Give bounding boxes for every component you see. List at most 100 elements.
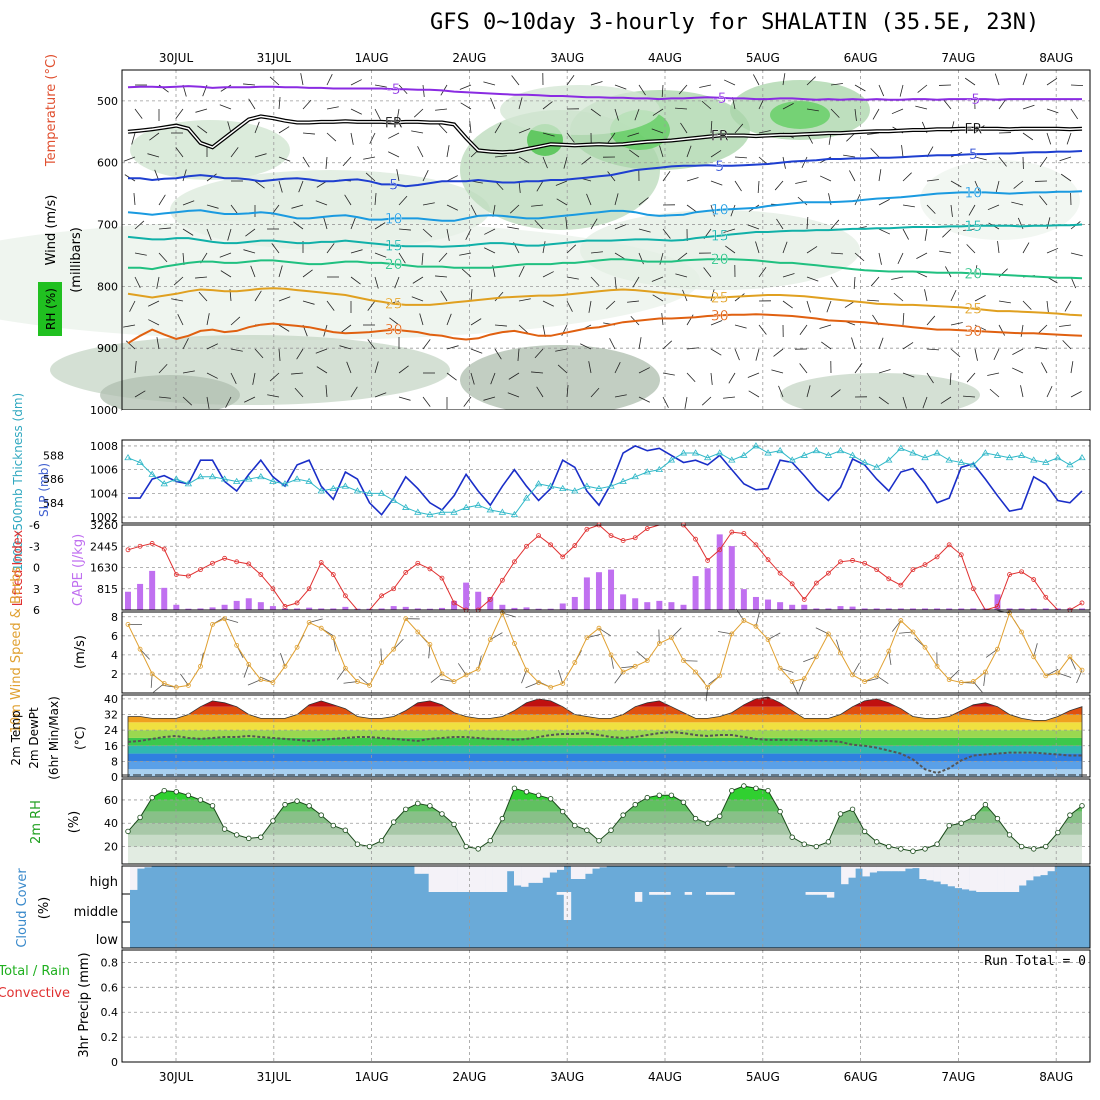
- rh-marker: [318, 812, 324, 818]
- wind-barb: [1022, 73, 1028, 86]
- lifted-index-marker: [620, 538, 626, 543]
- wind-barb: [490, 97, 496, 110]
- isotherm-label: FR: [964, 122, 982, 138]
- wind-barb: [1011, 201, 1024, 206]
- cape-bar: [1079, 608, 1085, 610]
- wind-barb: [494, 122, 502, 134]
- wind-barb: [254, 180, 265, 189]
- wind-barb: [342, 156, 352, 167]
- wind-barb: [878, 84, 885, 97]
- cape-bar: [535, 608, 542, 610]
- isotherm-label: FR: [385, 116, 403, 132]
- wind-barb: [614, 362, 621, 374]
- lifted-index-marker: [1043, 594, 1049, 600]
- rh-marker: [233, 832, 240, 838]
- wind-barb: [566, 244, 577, 254]
- thickness-marker: [667, 456, 676, 463]
- wind-barb: [294, 387, 304, 398]
- wind-barb: [446, 204, 458, 211]
- lifted-index-marker: [584, 526, 590, 532]
- wind-speed-marker: [294, 644, 300, 650]
- cloud-high-clear: [890, 866, 899, 872]
- rh-marker: [692, 815, 699, 822]
- wind-tick-label: 6: [111, 630, 118, 643]
- thickness-marker: [571, 487, 579, 494]
- isotherm-label: 30: [385, 323, 403, 339]
- wind-speed-marker: [330, 635, 336, 641]
- wind-barb: [662, 228, 671, 239]
- cape-bar: [1030, 608, 1037, 610]
- wind-speed-marker: [1079, 667, 1085, 673]
- wind-speed-marker: [741, 618, 747, 623]
- cape-bar: [463, 582, 470, 610]
- wind-barb: [536, 386, 544, 398]
- cape-bar: [137, 583, 144, 610]
- wind-barb: [123, 156, 136, 162]
- wind-barb: [771, 369, 784, 374]
- wind-barb: [723, 396, 736, 399]
- isotherm-label: 20: [711, 252, 729, 268]
- wind-speed-marker: [801, 676, 807, 682]
- wind-speed-marker: [681, 658, 686, 663]
- wind-barb: [1060, 173, 1072, 182]
- rh-marker: [632, 801, 638, 808]
- wind-barb: [566, 132, 575, 143]
- date-label-top: 3AUG: [550, 51, 584, 65]
- wind-speed-marker: [342, 665, 348, 671]
- cloud-high-clear: [1026, 866, 1034, 881]
- thickness-marker: [1029, 456, 1038, 463]
- wind-barb: [963, 228, 976, 231]
- cape-tick-label: 1630: [90, 562, 118, 575]
- wind-speed-marker: [1067, 654, 1073, 660]
- wind-barb: [158, 252, 168, 263]
- panel-frame: [121, 778, 1091, 865]
- lifted-index-marker: [777, 570, 783, 576]
- thickness-tick-label: 586: [43, 473, 64, 486]
- cloud-high-clear: [1004, 866, 1013, 892]
- lifted-index-marker: [1007, 572, 1012, 577]
- isotherm-line: [127, 287, 1083, 317]
- rh-marker: [535, 792, 542, 799]
- lifted-index-marker: [910, 567, 916, 573]
- wind-barb: [730, 204, 736, 217]
- wind-speed-marker: [161, 681, 167, 686]
- thickness-marker: [341, 482, 350, 489]
- wind-barb: [419, 313, 424, 326]
- slp-axis-label: SLP (mb): [37, 463, 51, 517]
- wind-speed-marker: [886, 648, 892, 654]
- isotherm-label: 25: [964, 302, 982, 318]
- wind-barb: [422, 202, 435, 206]
- rh-shade-area: [920, 160, 1080, 240]
- cloud-high-clear: [492, 866, 501, 892]
- wind-barb: [926, 179, 939, 182]
- wind-speed-marker: [813, 654, 819, 660]
- wind-barb: [198, 291, 208, 302]
- lifted-index-marker: [1079, 600, 1085, 606]
- wind-barb: [758, 324, 767, 335]
- wind-barb: [830, 108, 840, 118]
- wind-barb: [710, 372, 713, 385]
- wind-barb: [1046, 385, 1053, 398]
- cape-axis-label: CAPE (J/kg): [71, 534, 86, 606]
- cloud-axis-label: Cloud Cover: [15, 868, 30, 948]
- wind-barb: [891, 108, 904, 115]
- wind-barb: [916, 252, 928, 259]
- rh-marker: [910, 848, 916, 854]
- date-label-bottom: 30JUL: [159, 1070, 194, 1084]
- wind-barb: [230, 372, 237, 384]
- wind-barb: [438, 252, 448, 263]
- rh-marker: [403, 806, 409, 812]
- rh-marker: [704, 820, 711, 826]
- rh-marker: [221, 826, 228, 832]
- wind-barb: [156, 337, 160, 350]
- wind-barb: [483, 81, 496, 86]
- wind-barb: [411, 130, 424, 134]
- thickness-marker: [655, 465, 664, 473]
- cloud-mid-clear: [663, 892, 671, 895]
- thickness-marker: [679, 449, 688, 456]
- wind-barb: [987, 372, 1000, 376]
- lifted-index-marker: [536, 533, 541, 539]
- wind-barb: [662, 372, 675, 376]
- rh-marker: [572, 822, 578, 829]
- wind-barb: [651, 276, 664, 282]
